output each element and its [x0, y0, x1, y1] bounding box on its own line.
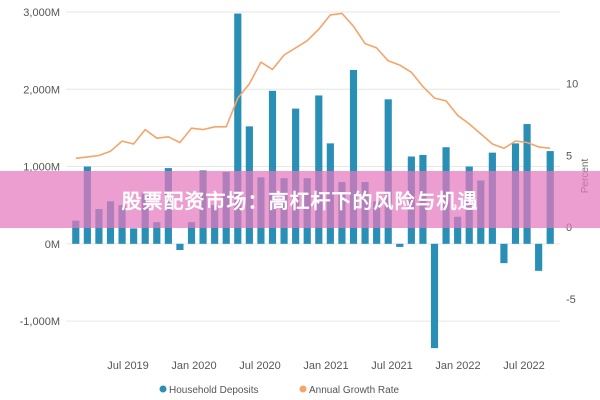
right-tick-label: 10 — [566, 79, 578, 91]
bar — [349, 69, 358, 244]
bar — [176, 243, 184, 250]
bar — [535, 243, 543, 271]
right-tick-label: 0 — [566, 222, 572, 234]
x-tick-label: Jan 2022 — [435, 360, 480, 372]
right-tick-label: -5 — [566, 294, 576, 306]
bar — [72, 220, 80, 244]
legend-label-annual-growth-rate: Annual Growth Rate — [309, 385, 399, 396]
left-tick-label: 1,000M — [23, 162, 60, 174]
left-tick-label: 3,000M — [23, 7, 60, 19]
x-tick-label: Jul 2021 — [371, 360, 413, 372]
legend-swatch-annual-growth-rate — [299, 385, 307, 393]
x-tick-label: Jul 2019 — [107, 360, 149, 372]
bar — [454, 216, 462, 244]
left-axis-ticks: 3,000M 2,000M 1,000M 0M -1,000M — [20, 7, 60, 328]
left-tick-label: -1,000M — [20, 316, 60, 328]
bar — [130, 228, 138, 244]
bar — [500, 243, 508, 264]
legend: Household Deposits Annual Growth Rate — [159, 385, 399, 396]
bar — [153, 222, 161, 244]
gridlines — [66, 11, 560, 322]
bar — [430, 243, 439, 349]
left-tick-label: 2,000M — [23, 84, 60, 96]
bar — [234, 13, 242, 244]
legend-label-household-deposits: Household Deposits — [169, 385, 259, 396]
overlay-banner: 股票配资市场：高杠杆下的风险与机遇 — [0, 171, 600, 228]
bar — [396, 243, 404, 247]
bar — [315, 95, 323, 244]
x-tick-label: Jul 2020 — [239, 360, 281, 372]
x-axis-ticks: Jul 2019 Jan 2020 Jul 2020 Jan 2021 Jul 2021… — [107, 360, 545, 372]
legend-swatch-household-deposits — [159, 385, 167, 393]
x-tick-label: Jan 2020 — [171, 360, 216, 372]
x-tick-label: Jul 2022 — [503, 360, 545, 372]
bar — [268, 90, 277, 244]
right-tick-label: 5 — [566, 150, 572, 162]
banner-text: 股票配资市场：高杠杆下的风险与机遇 — [121, 189, 479, 213]
bar — [187, 222, 196, 244]
x-tick-label: Jan 2021 — [303, 360, 348, 372]
growth-rate-line — [75, 12, 551, 160]
left-tick-label: 0M — [45, 239, 60, 251]
right-axis-ticks: 10 5 0 -5 — [566, 79, 578, 306]
line-series-annual-growth-rate — [75, 12, 551, 160]
